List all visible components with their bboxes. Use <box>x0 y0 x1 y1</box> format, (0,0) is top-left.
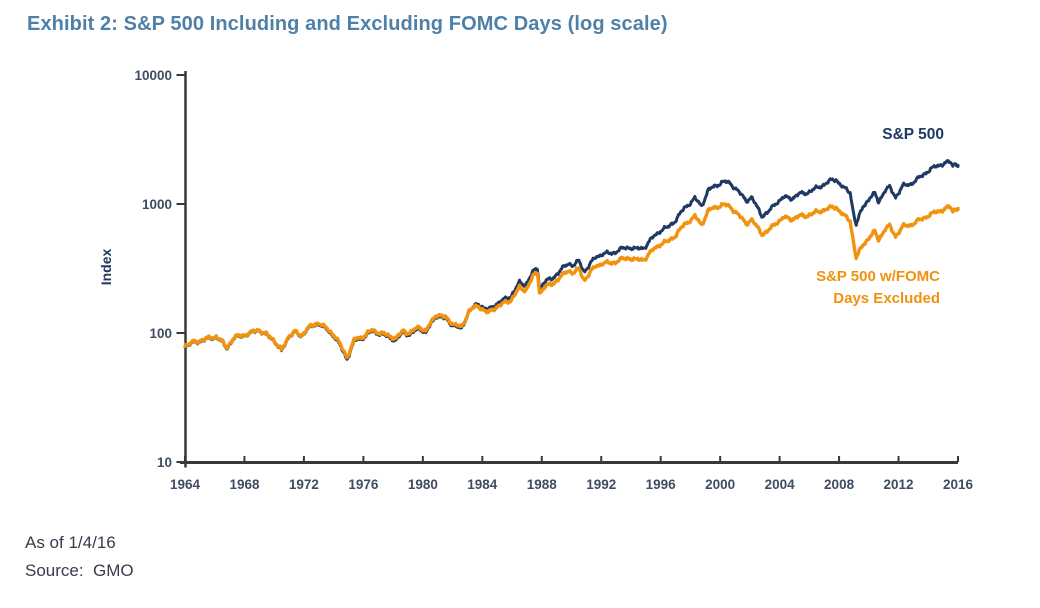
legend-sp500: S&P 500 <box>882 126 944 143</box>
x-tick-label: 2016 <box>943 477 974 492</box>
y-tick-label: 10 <box>157 455 172 470</box>
x-tick-label: 1984 <box>467 477 498 492</box>
x-tick-label: 1988 <box>527 477 558 492</box>
x-tick-label: 1972 <box>289 477 319 492</box>
x-tick-label: 1968 <box>229 477 260 492</box>
legend-fomc-excluded-line1: S&P 500 w/FOMC <box>816 268 940 285</box>
x-tick-label: 2000 <box>705 477 735 492</box>
source-note: Source: GMO <box>25 561 134 580</box>
y-tick-label: 1000 <box>142 197 172 212</box>
series-lines <box>183 159 960 361</box>
y-tick-label: 100 <box>149 326 172 341</box>
x-tick-label: 1976 <box>348 477 379 492</box>
x-tick-label: 1992 <box>586 477 616 492</box>
x-tick-label: 2008 <box>824 477 855 492</box>
x-tick-label: 2004 <box>765 477 796 492</box>
as-of-note: As of 1/4/16 <box>25 533 116 552</box>
legend-fomc-excluded-line2: Days Excluded <box>833 290 940 307</box>
sp500-line <box>183 159 960 361</box>
x-tick-label: 1996 <box>646 477 677 492</box>
x-tick-label: 1980 <box>408 477 438 492</box>
chart-title: Exhibit 2: S&P 500 Including and Excludi… <box>27 13 668 35</box>
y-tick-label: 10000 <box>134 68 172 83</box>
y-axis-ticks: 10 100 1000 10000 <box>134 68 186 470</box>
x-axis-ticks: 1964 1968 1972 1976 1980 1984 1988 1992 1996 2000… <box>170 456 974 492</box>
y-axis-title: Index <box>98 249 114 286</box>
x-tick-label: 1964 <box>170 477 201 492</box>
x-tick-label: 2012 <box>884 477 914 492</box>
fomc-excluded-line <box>183 202 960 360</box>
